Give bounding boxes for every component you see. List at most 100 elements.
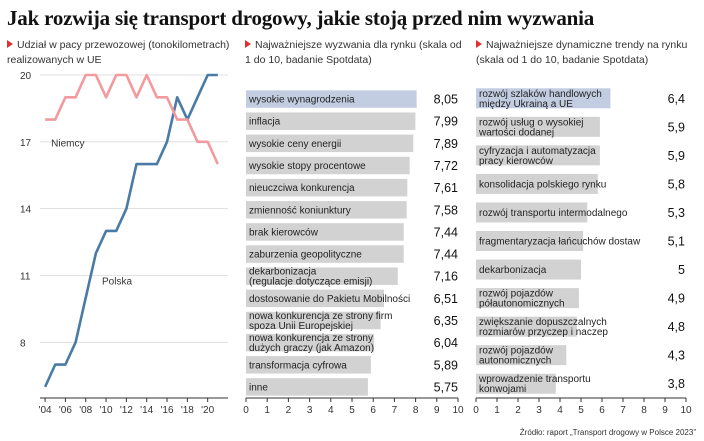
bar-label: dostosowanie do Pakietu Mobilności <box>249 294 410 305</box>
bar-label: autonomicznych <box>479 356 551 367</box>
x-tick-label: 10 <box>452 405 464 416</box>
bar-label: fragmentaryzacja łańcuchów dostaw <box>479 237 641 248</box>
bar-value-label: 5,3 <box>668 206 685 220</box>
bar <box>246 289 385 308</box>
bar-value-label: 5,1 <box>668 235 685 249</box>
y-tick-label: 8 <box>20 338 26 349</box>
x-tick-label: 8 <box>413 405 419 416</box>
bar-label: rozwój pojazdów <box>479 346 554 357</box>
series-line-0 <box>43 73 218 388</box>
x-tick-label: '06 <box>59 405 72 416</box>
bar-label: między Ukrainą a UE <box>479 99 573 110</box>
x-tick-label: 5 <box>349 405 355 416</box>
series-label: Polska <box>102 276 132 287</box>
x-tick-label: 4 <box>557 405 563 416</box>
x-tick-label: '16 <box>161 405 174 416</box>
bar-label: nowa konkurencja ze strony firm <box>249 311 392 322</box>
x-tick-label: 5 <box>578 405 584 416</box>
x-tick-label: 9 <box>434 405 440 416</box>
bar <box>476 173 598 194</box>
bar-label: zwiększanie dopuszczalnych <box>479 317 607 328</box>
bar-label: wysokie wynagrodzenia <box>248 95 355 106</box>
x-tick-label: 7 <box>620 405 626 416</box>
x-tick-label: 3 <box>307 405 313 416</box>
bar <box>246 378 368 396</box>
triangle-bullet-icon <box>7 40 13 48</box>
bar <box>246 90 417 108</box>
bar-value-label: 7,44 <box>434 248 458 262</box>
bar <box>246 311 381 330</box>
x-tick-label: '04 <box>39 405 52 416</box>
bar-label: brak kierowców <box>249 227 319 238</box>
bar-value-label: 4,8 <box>668 320 685 334</box>
y-tick-label: 14 <box>20 205 32 216</box>
bar-value-label: 5,8 <box>668 177 685 191</box>
bar-value-label: 4,9 <box>668 292 685 306</box>
triangle-bullet-icon <box>476 40 482 48</box>
bar <box>246 178 408 197</box>
bar-value-label: 5 <box>678 263 685 277</box>
y-tick-label: 11 <box>20 271 31 282</box>
bar <box>476 288 579 309</box>
bar-value-label: 4,3 <box>668 349 685 363</box>
bar-label: spoza Unii Europejskiej <box>249 321 353 332</box>
bar-label: rozwój transportu intermodalnego <box>479 208 628 219</box>
bar <box>246 201 407 219</box>
bar-label: nowa konkurencja ze strony <box>249 333 373 344</box>
bar <box>476 88 611 109</box>
bar-label: dużych graczy (jak Amazon) <box>249 343 374 354</box>
source-note: Źródło: raport „Transport drogowy w Pols… <box>519 428 696 437</box>
bar-value-label: 3,8 <box>668 377 685 391</box>
series-line-1 <box>45 73 219 165</box>
bar-label: inflacja <box>249 117 281 128</box>
bar-label: transformacja cyfrowa <box>249 360 347 371</box>
bar <box>246 156 410 175</box>
x-tick-label: 2 <box>286 405 292 416</box>
x-tick-label: 6 <box>370 405 376 416</box>
bar-label: (regulacje dotyczące emisji) <box>249 277 372 288</box>
x-tick-label: '18 <box>181 405 194 416</box>
bar-label: wysokie stopy procentowe <box>248 161 366 172</box>
trends-chart-subtitle: Najważniejsze dynamiczne trendy na rynku… <box>476 39 688 66</box>
x-tick-label: '12 <box>120 405 133 416</box>
bar <box>246 112 416 130</box>
y-tick-label: 17 <box>20 138 32 149</box>
bar-label: rozwój szlaków handlowych <box>479 89 602 100</box>
bar-value-label: 7,44 <box>434 225 458 239</box>
x-tick-label: 4 <box>328 405 334 416</box>
x-tick-label: 0 <box>243 405 249 416</box>
bar <box>476 259 581 280</box>
bar-value-label: 5,89 <box>434 358 458 372</box>
bar-label: zaburzenia geopolityczne <box>249 250 362 261</box>
x-tick-label: 0 <box>473 405 479 416</box>
x-tick-label: 3 <box>536 405 542 416</box>
triangle-bullet-icon <box>245 40 251 48</box>
bar-label: inne <box>249 382 268 393</box>
bar <box>246 134 414 153</box>
bar-label: wartości dodanej <box>478 127 554 138</box>
bar-value-label: 8,05 <box>434 93 458 107</box>
x-tick-label: 9 <box>662 405 668 416</box>
bar <box>246 356 371 374</box>
bar-label: konsolidacja polskiego rynku <box>479 179 606 190</box>
bar-label: konwojami <box>479 384 526 395</box>
bar-value-label: 6,04 <box>434 336 458 350</box>
bar-label: dekarbonizacja <box>479 265 547 276</box>
x-tick-label: 2 <box>515 405 521 416</box>
x-tick-label: 1 <box>494 405 500 416</box>
bar <box>246 267 398 285</box>
bar <box>246 245 404 263</box>
bar-label: półautonomicznych <box>479 299 565 310</box>
bar-label: nieuczciwa konkurencja <box>249 183 355 194</box>
bar-label: cyfryzacja i automatyzacja <box>479 146 596 157</box>
x-tick-label: 7 <box>392 405 398 416</box>
bar-value-label: 6,4 <box>668 92 685 106</box>
bar-value-label: 7,58 <box>434 203 458 217</box>
bar-value-label: 5,75 <box>434 380 458 394</box>
bar-value-label: 5,9 <box>668 120 685 134</box>
series-label: Niemcy <box>51 138 84 149</box>
bar <box>476 345 567 366</box>
